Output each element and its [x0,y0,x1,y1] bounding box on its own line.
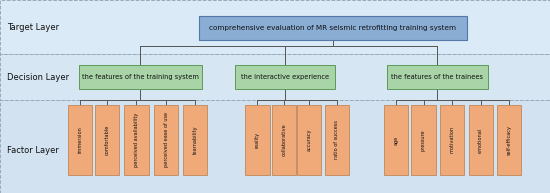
Text: Factor Layer: Factor Layer [7,146,58,155]
Text: ratio of success: ratio of success [334,120,339,159]
FancyBboxPatch shape [68,105,92,175]
Text: accuracy: accuracy [306,129,312,151]
FancyBboxPatch shape [297,105,321,175]
Text: learnability: learnability [192,126,198,154]
Text: the features of the trainees: the features of the trainees [391,74,483,80]
FancyBboxPatch shape [272,105,296,175]
FancyBboxPatch shape [0,100,550,193]
Text: comprehensive evaluation of MR seismic retrofitting training system: comprehensive evaluation of MR seismic r… [209,25,456,31]
FancyBboxPatch shape [411,105,436,175]
FancyBboxPatch shape [0,54,550,100]
Text: perceived ease of use: perceived ease of use [163,112,169,168]
FancyBboxPatch shape [234,65,335,89]
Text: the interactive experience: the interactive experience [241,74,329,80]
Text: Decision Layer: Decision Layer [7,73,69,82]
FancyBboxPatch shape [440,105,464,175]
FancyBboxPatch shape [79,65,202,89]
FancyBboxPatch shape [384,105,408,175]
FancyBboxPatch shape [497,105,521,175]
Text: age: age [393,135,399,145]
Text: immersion: immersion [77,127,82,153]
Text: collaborative: collaborative [281,124,287,156]
FancyBboxPatch shape [245,105,270,175]
FancyBboxPatch shape [469,105,493,175]
Text: perceived availability: perceived availability [134,113,139,167]
FancyBboxPatch shape [124,105,148,175]
Text: emotional: emotional [478,127,483,152]
FancyBboxPatch shape [0,0,550,54]
FancyBboxPatch shape [324,105,349,175]
Text: the features of the training system: the features of the training system [82,74,199,80]
Text: comfortable: comfortable [104,125,110,155]
FancyBboxPatch shape [183,105,207,175]
FancyBboxPatch shape [95,105,119,175]
FancyBboxPatch shape [154,105,178,175]
Text: Target Layer: Target Layer [7,23,59,31]
Text: self-efficacy: self-efficacy [507,125,512,155]
Text: pressure: pressure [421,129,426,151]
FancyBboxPatch shape [199,16,467,40]
Text: reality: reality [255,132,260,148]
Text: motivation: motivation [449,126,455,153]
FancyBboxPatch shape [387,65,488,89]
